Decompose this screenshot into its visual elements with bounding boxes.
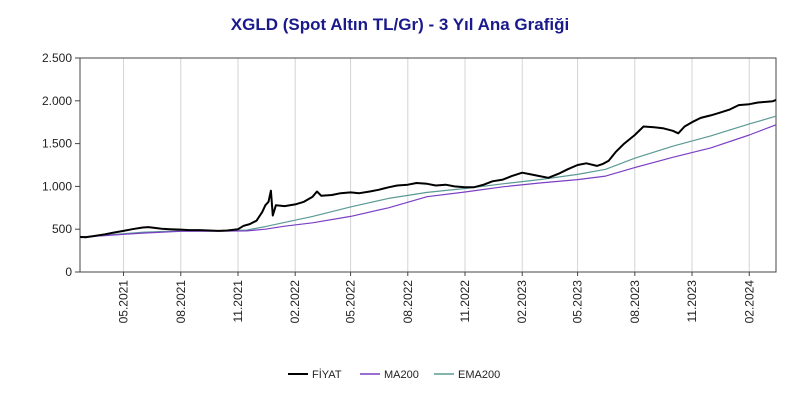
x-tick-label: 08.2021 — [174, 280, 188, 324]
x-tick-label: 02.2024 — [742, 280, 756, 324]
y-tick-label: 2.000 — [42, 94, 72, 108]
legend-label: MA200 — [384, 369, 419, 381]
y-tick-label: 1.000 — [42, 179, 72, 193]
chart-title: XGLD (Spot Altın TL/Gr) - 3 Yıl Ana Graf… — [231, 15, 569, 34]
legend-item: FİYAT — [288, 368, 342, 381]
x-tick-label: 05.2022 — [344, 280, 358, 324]
y-tick-label: 1.500 — [42, 137, 72, 151]
legend: FİYAT MA200 EMA200 — [288, 368, 500, 381]
x-axis: 05.2021 08.2021 11.2021 02.2022 05.2022 08.20… — [117, 272, 756, 324]
series-line-ma200 — [79, 124, 777, 238]
legend-label: FİYAT — [312, 368, 342, 381]
legend-item: EMA200 — [434, 369, 500, 381]
x-tick-label: 11.2022 — [458, 280, 472, 323]
y-tick-label: 2.500 — [42, 51, 72, 65]
grid — [123, 58, 750, 272]
legend-label: EMA200 — [458, 369, 500, 381]
x-tick-label: 02.2022 — [288, 280, 302, 324]
y-tick-label: 0 — [65, 265, 72, 279]
x-tick-label: 11.2023 — [685, 280, 699, 323]
plot-area — [79, 57, 777, 273]
series-line-fi-yat — [79, 98, 777, 239]
legend-item: MA200 — [360, 369, 419, 381]
series-line-ema200 — [79, 115, 777, 239]
x-tick-label: 05.2023 — [571, 280, 585, 324]
x-tick-label: 11.2021 — [231, 280, 245, 323]
y-tick-label: 500 — [52, 222, 72, 236]
x-tick-label: 08.2022 — [401, 280, 415, 324]
series-layer — [79, 98, 777, 239]
x-tick-label: 02.2023 — [515, 280, 529, 324]
y-axis: 0 500 1.000 1.500 2.000 2.500 — [42, 51, 80, 279]
x-tick-label: 08.2023 — [628, 280, 642, 324]
x-tick-label: 05.2021 — [117, 280, 131, 324]
